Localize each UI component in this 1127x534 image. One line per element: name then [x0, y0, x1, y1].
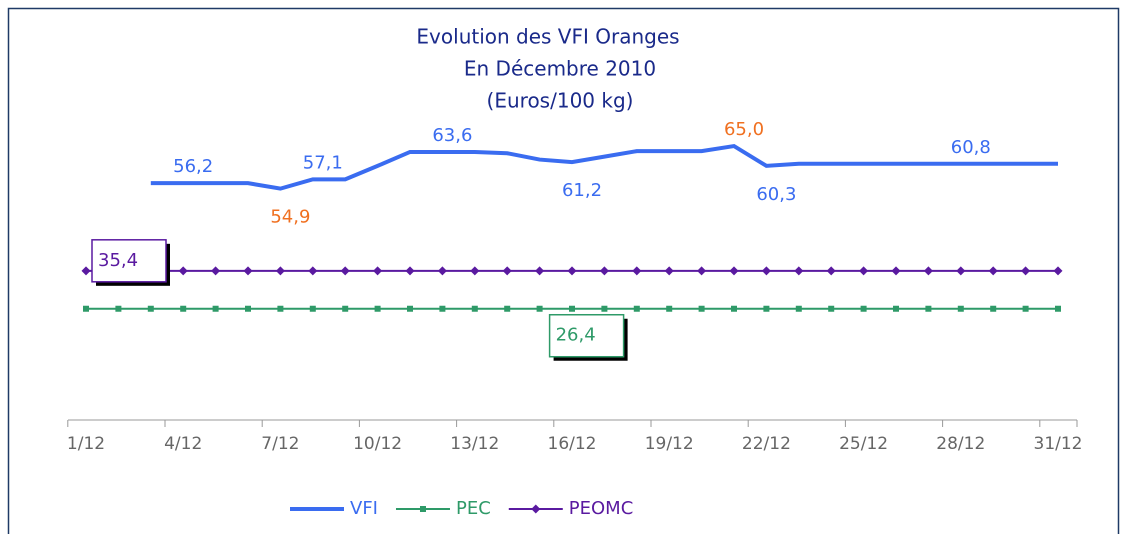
data-label: 26,4: [556, 325, 596, 346]
data-label: 54,9: [270, 207, 310, 228]
point: [309, 305, 316, 312]
point: [374, 305, 381, 312]
point: [437, 266, 447, 276]
point: [956, 266, 966, 276]
legend-marker: [419, 506, 426, 512]
point: [502, 266, 512, 276]
point: [178, 266, 188, 276]
point: [632, 266, 642, 276]
point: [471, 305, 478, 312]
data-label: 61,2: [562, 180, 602, 201]
point: [925, 305, 932, 312]
point: [245, 305, 251, 312]
point: [729, 266, 739, 276]
point: [1055, 305, 1061, 312]
series-line: [150, 143, 1058, 191]
data-label: 60,3: [756, 184, 796, 205]
legend-label: VFI: [350, 498, 378, 519]
point: [212, 305, 219, 312]
data-label: 63,6: [432, 125, 472, 146]
x-tick-label: 13/12: [450, 434, 499, 454]
x-tick-label: 4/12: [164, 434, 202, 454]
point: [211, 266, 221, 276]
point: [763, 305, 770, 312]
data-label: 60,8: [951, 137, 991, 158]
x-tick-label: 7/12: [261, 434, 299, 454]
legend-marker: [531, 504, 541, 514]
point: [340, 266, 350, 276]
point: [1022, 305, 1029, 312]
point: [666, 305, 673, 312]
data-label: 35,4: [98, 250, 138, 271]
point: [761, 266, 771, 276]
chart-frame: [7, 7, 1120, 534]
point: [990, 305, 997, 312]
x-tick-label: 19/12: [645, 434, 694, 454]
point: [988, 266, 998, 276]
point: [957, 305, 964, 312]
point: [1053, 266, 1063, 276]
x-tick-label: 16/12: [548, 434, 597, 454]
point: [891, 266, 901, 276]
point: [601, 305, 608, 312]
point: [407, 305, 413, 312]
point: [826, 266, 836, 276]
chart-title: (Euros/100 kg): [487, 89, 634, 113]
point: [633, 305, 640, 312]
data-label: 65,0: [724, 119, 764, 140]
point: [567, 266, 577, 276]
point: [599, 266, 609, 276]
x-tick-label: 28/12: [936, 434, 985, 454]
x-tick-label: 22/12: [742, 434, 791, 454]
point: [664, 266, 674, 276]
point: [1021, 266, 1031, 276]
point: [893, 305, 899, 312]
point: [569, 305, 575, 312]
point: [275, 266, 285, 276]
legend-label: PEOMC: [569, 498, 634, 519]
point: [83, 305, 89, 312]
point: [828, 305, 835, 312]
data-label: 57,1: [303, 152, 343, 173]
point: [439, 305, 446, 312]
point: [795, 305, 802, 312]
point: [373, 266, 383, 276]
point: [277, 305, 284, 312]
x-tick-label: 10/12: [353, 434, 402, 454]
chart-title: En Décembre 2010: [464, 57, 656, 81]
point: [536, 305, 543, 312]
point: [860, 305, 867, 312]
point: [697, 266, 707, 276]
point: [470, 266, 480, 276]
point: [535, 266, 545, 276]
point: [342, 305, 349, 312]
x-tick-label: 1/12: [67, 434, 105, 454]
point: [859, 266, 869, 276]
x-tick-label: 25/12: [839, 434, 888, 454]
label-box: [91, 239, 167, 283]
point: [243, 266, 253, 276]
point: [923, 266, 933, 276]
point: [794, 266, 804, 276]
point: [308, 266, 318, 276]
point: [81, 266, 91, 276]
legend-label: PEC: [456, 498, 491, 519]
label-box: [548, 313, 625, 358]
chart-title: Evolution des VFI Oranges: [416, 25, 679, 49]
point: [504, 305, 511, 312]
x-tick-label: 31/12: [1034, 434, 1083, 454]
data-label: 56,2: [173, 156, 213, 177]
point: [180, 305, 187, 312]
point: [405, 266, 415, 276]
point: [731, 305, 737, 312]
point: [698, 305, 705, 312]
point: [147, 305, 154, 312]
point: [115, 305, 122, 312]
